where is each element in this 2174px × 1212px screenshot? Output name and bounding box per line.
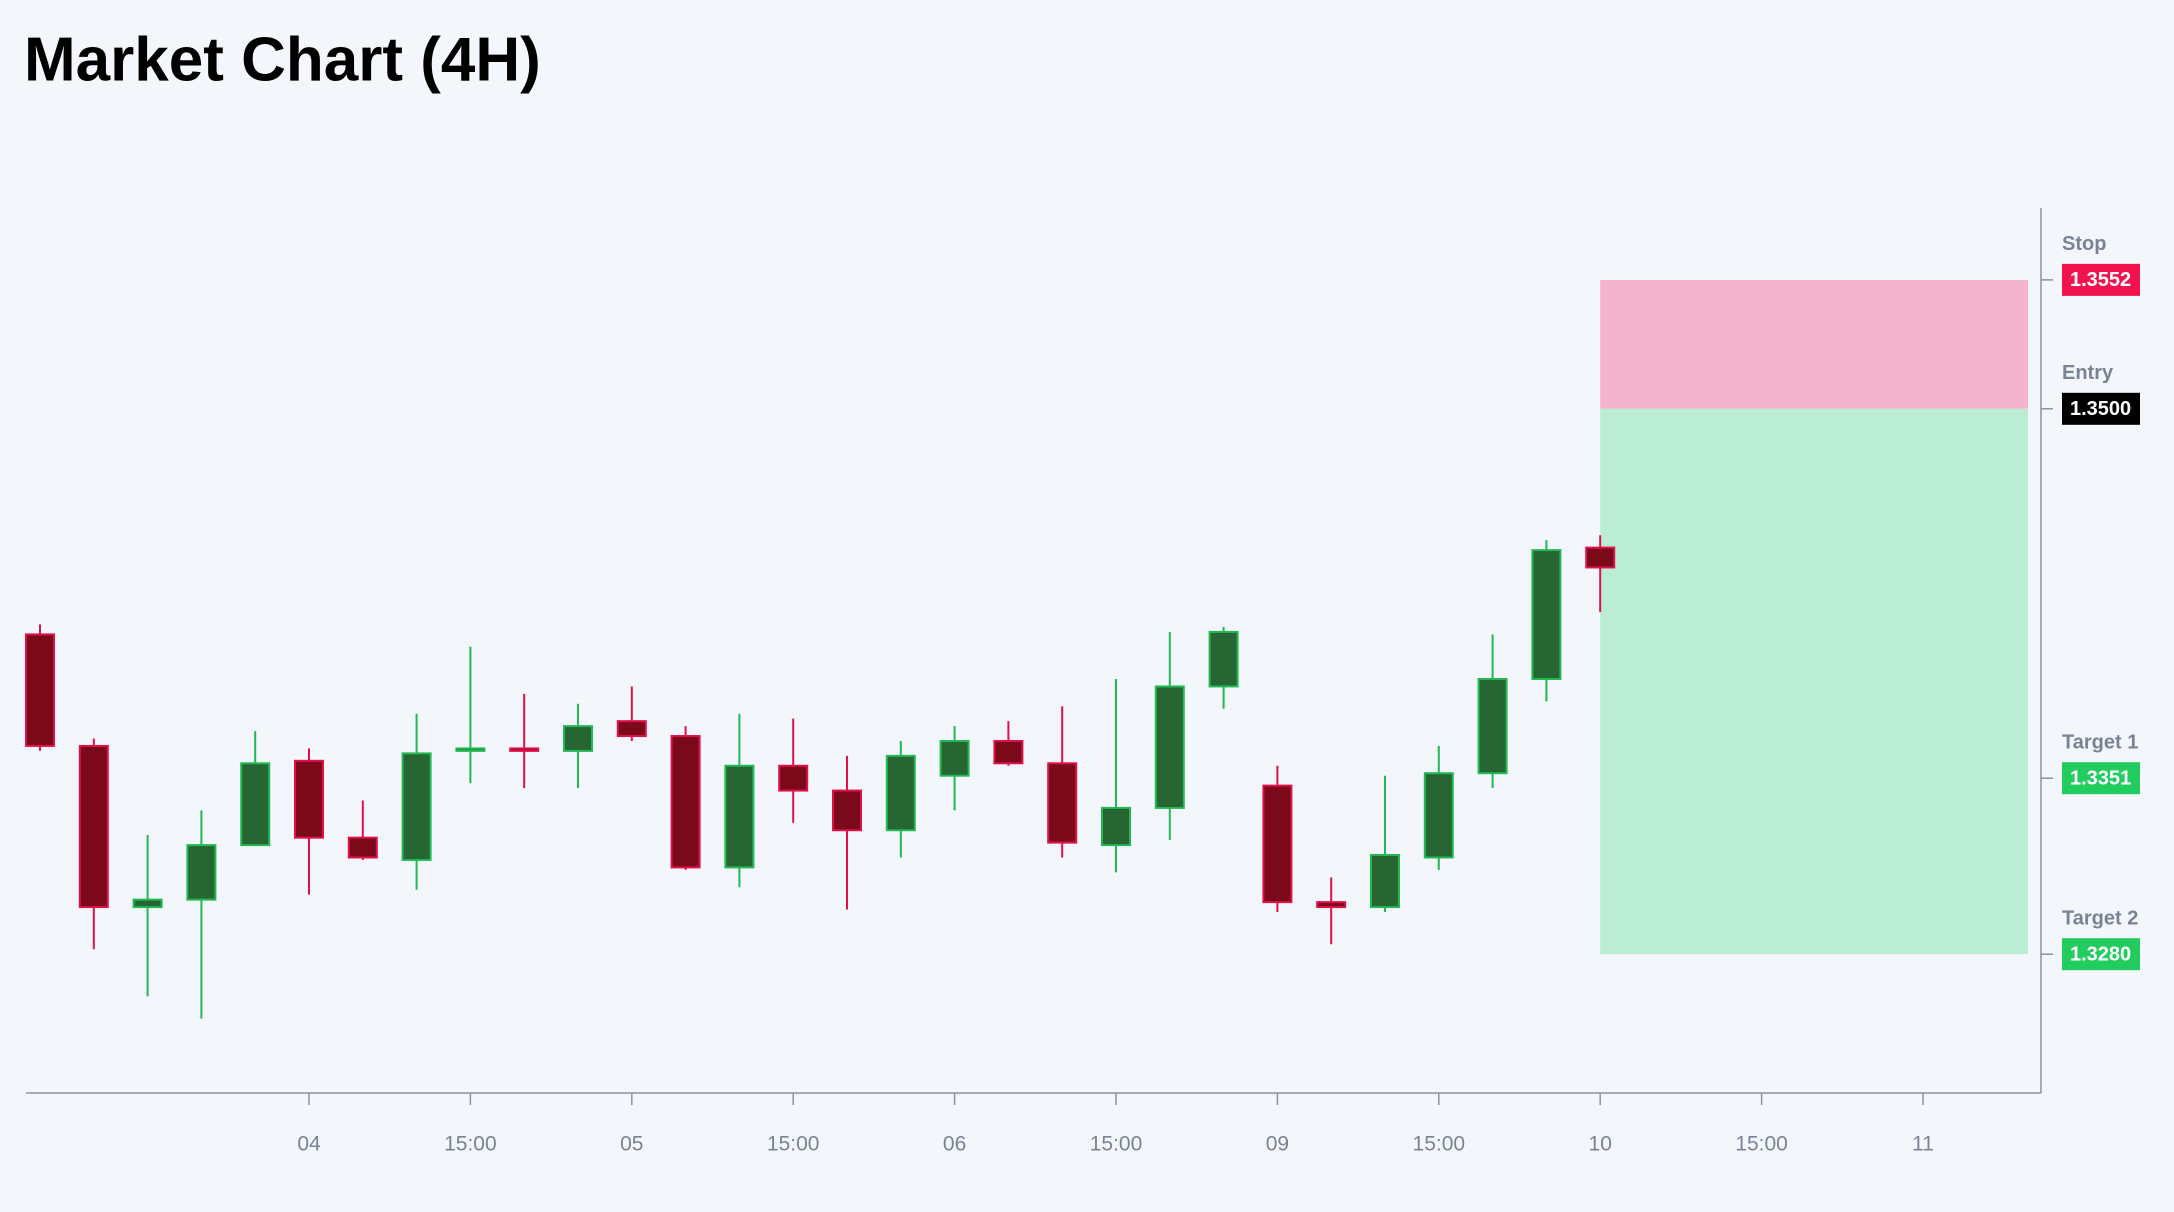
candle-body bbox=[1154, 685, 1185, 809]
x-tick-label: 04 bbox=[297, 1133, 321, 1156]
level-name: Entry bbox=[2062, 362, 2114, 384]
candle-body bbox=[186, 844, 217, 901]
x-tick-label: 15:00 bbox=[1090, 1133, 1143, 1156]
level-name: Target 1 bbox=[2062, 731, 2138, 753]
stop-zone bbox=[1600, 279, 2028, 409]
candle-body bbox=[993, 739, 1024, 765]
candle-body bbox=[1262, 784, 1293, 904]
candle-body bbox=[1585, 546, 1616, 569]
candle-body bbox=[670, 735, 701, 869]
candle-body bbox=[832, 789, 862, 832]
x-tick-label: 15:00 bbox=[767, 1133, 820, 1156]
chart-title: Market Chart (4H) bbox=[24, 25, 541, 94]
candle-body bbox=[778, 764, 809, 792]
candle-body bbox=[1316, 901, 1347, 909]
candle-body bbox=[1370, 854, 1400, 909]
level-value: 1.3500 bbox=[2070, 398, 2131, 420]
candle-body bbox=[616, 720, 647, 738]
candle-body bbox=[939, 739, 970, 777]
x-tick-label: 09 bbox=[1266, 1133, 1289, 1156]
candle-body bbox=[885, 754, 916, 832]
candle-body bbox=[347, 836, 378, 859]
candle-body bbox=[1477, 678, 1508, 775]
level-value: 1.3280 bbox=[2070, 943, 2131, 965]
x-tick-label: 10 bbox=[1589, 1133, 1612, 1156]
candle-body bbox=[78, 744, 109, 909]
level-value: 1.3552 bbox=[2070, 269, 2131, 291]
level-value: 1.3351 bbox=[2070, 767, 2131, 789]
candle-body bbox=[132, 898, 163, 909]
x-tick-label: 15:00 bbox=[1735, 1133, 1788, 1156]
level-badge bbox=[2062, 263, 2140, 296]
level-badge bbox=[2062, 938, 2140, 971]
candle-body bbox=[294, 759, 324, 839]
candle-body bbox=[401, 752, 432, 861]
candle-body bbox=[25, 633, 55, 747]
candle-body bbox=[1047, 762, 1078, 844]
candle-body bbox=[455, 747, 486, 752]
x-tick-label: 11 bbox=[1912, 1133, 1934, 1156]
x-tick-label: 15:00 bbox=[1413, 1133, 1466, 1156]
level-name: Stop bbox=[2062, 233, 2106, 255]
x-tick-label: 15:00 bbox=[444, 1133, 497, 1156]
x-tick-label: 06 bbox=[943, 1133, 966, 1156]
level-badge bbox=[2062, 392, 2140, 425]
x-tick-label: 05 bbox=[620, 1133, 643, 1156]
target-zone bbox=[1600, 408, 2028, 955]
candle-body bbox=[1423, 772, 1454, 859]
candle-body bbox=[240, 762, 271, 847]
candle-body bbox=[563, 725, 593, 752]
level-badge bbox=[2062, 762, 2140, 795]
candle-body bbox=[1531, 549, 1562, 681]
candle-body bbox=[509, 747, 540, 752]
candle-body bbox=[1208, 630, 1239, 688]
level-name: Target 2 bbox=[2062, 907, 2138, 929]
candle-body bbox=[1101, 806, 1131, 847]
candle-body bbox=[724, 764, 755, 869]
